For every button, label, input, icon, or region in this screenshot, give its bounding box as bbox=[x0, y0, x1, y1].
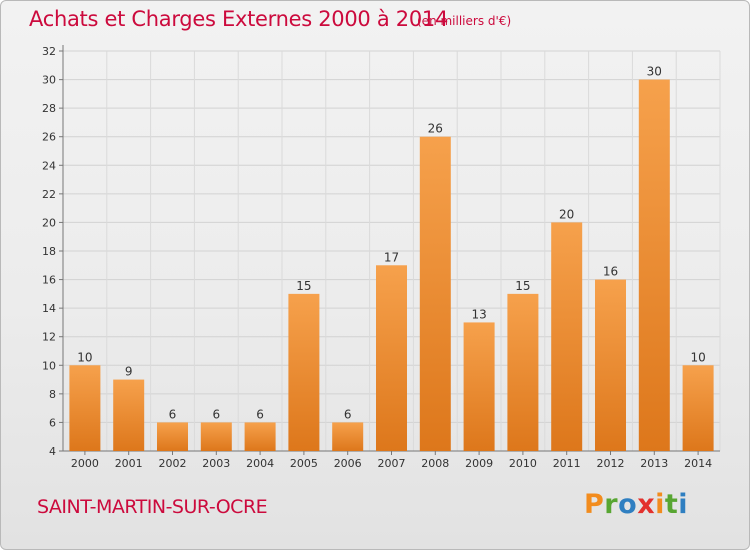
data-label: 10 bbox=[690, 350, 705, 364]
x-tick-label: 2002 bbox=[159, 457, 187, 470]
x-tick-label: 2014 bbox=[684, 457, 712, 470]
y-tick-label: 8 bbox=[49, 388, 56, 401]
data-label: 16 bbox=[603, 265, 618, 279]
y-tick-label: 4 bbox=[49, 445, 56, 458]
logo-letter: x bbox=[637, 489, 656, 520]
data-label: 30 bbox=[647, 65, 662, 79]
x-tick-label: 2004 bbox=[246, 457, 274, 470]
bars bbox=[69, 79, 714, 452]
logo-letter: i bbox=[678, 489, 689, 520]
bar bbox=[332, 422, 364, 451]
labels: 4 6 8 10 12 14 16 18 20 22 24 26 28 30 32 10 2000 9 2001 6 2… bbox=[42, 45, 712, 470]
x-tick-label: 2007 bbox=[378, 457, 406, 470]
data-label: 6 bbox=[256, 407, 264, 421]
y-tick-label: 14 bbox=[42, 302, 56, 315]
data-label: 6 bbox=[212, 407, 220, 421]
bar bbox=[682, 365, 714, 451]
bar bbox=[244, 422, 276, 451]
x-tick-label: 2010 bbox=[509, 457, 537, 470]
data-label: 17 bbox=[384, 250, 399, 264]
y-tick-label: 12 bbox=[42, 331, 56, 344]
y-tick-label: 28 bbox=[42, 102, 56, 115]
y-tick-label: 10 bbox=[42, 359, 56, 372]
x-tick-label: 2000 bbox=[71, 457, 99, 470]
logo-letter: r bbox=[604, 489, 619, 520]
y-tick-label: 22 bbox=[42, 188, 56, 201]
x-tick-label: 2013 bbox=[640, 457, 668, 470]
y-tick-label: 32 bbox=[42, 45, 56, 58]
y-tick-label: 30 bbox=[42, 74, 56, 87]
data-label: 15 bbox=[515, 279, 530, 293]
logo-letter: P bbox=[584, 489, 605, 520]
x-tick-label: 2001 bbox=[115, 457, 143, 470]
x-tick-label: 2011 bbox=[553, 457, 581, 470]
data-label: 15 bbox=[296, 279, 311, 293]
bar bbox=[551, 222, 583, 451]
proxiti-logo: Proxiti bbox=[584, 489, 688, 520]
data-label: 6 bbox=[169, 407, 177, 421]
bar bbox=[463, 322, 495, 451]
bar bbox=[200, 422, 232, 451]
y-tick-label: 20 bbox=[42, 216, 56, 229]
data-label: 9 bbox=[125, 365, 133, 379]
bar bbox=[419, 136, 451, 451]
x-tick-label: 2009 bbox=[465, 457, 493, 470]
logo-letter: o bbox=[618, 489, 638, 520]
x-tick-label: 2008 bbox=[421, 457, 449, 470]
data-label: 26 bbox=[428, 122, 443, 136]
logo-letter: t bbox=[664, 489, 679, 520]
data-label: 10 bbox=[77, 350, 92, 364]
x-tick-label: 2012 bbox=[597, 457, 625, 470]
bar bbox=[157, 422, 188, 451]
data-label: 13 bbox=[471, 307, 486, 321]
bar bbox=[288, 293, 320, 451]
bar bbox=[595, 279, 626, 451]
y-tick-label: 6 bbox=[49, 416, 56, 429]
chart-subtitle: (en milliers d'€) bbox=[417, 14, 512, 28]
x-tick-label: 2005 bbox=[290, 457, 318, 470]
chart-title: Achats et Charges Externes 2000 à 2014 bbox=[29, 7, 449, 31]
bar bbox=[113, 379, 145, 451]
bar bbox=[507, 293, 539, 451]
y-tick-label: 24 bbox=[42, 159, 56, 172]
data-label: 6 bbox=[344, 407, 352, 421]
data-label: 20 bbox=[559, 207, 574, 221]
y-tick-label: 18 bbox=[42, 245, 56, 258]
logo-letter: i bbox=[655, 489, 665, 520]
y-tick-label: 16 bbox=[42, 274, 56, 287]
x-tick-label: 2003 bbox=[202, 457, 230, 470]
commune-name: SAINT-MARTIN-SUR-OCRE bbox=[37, 496, 268, 518]
x-tick-label: 2006 bbox=[334, 457, 362, 470]
bar bbox=[69, 365, 101, 451]
bar bbox=[376, 265, 407, 451]
bar bbox=[638, 79, 670, 452]
y-tick-label: 26 bbox=[42, 131, 56, 144]
